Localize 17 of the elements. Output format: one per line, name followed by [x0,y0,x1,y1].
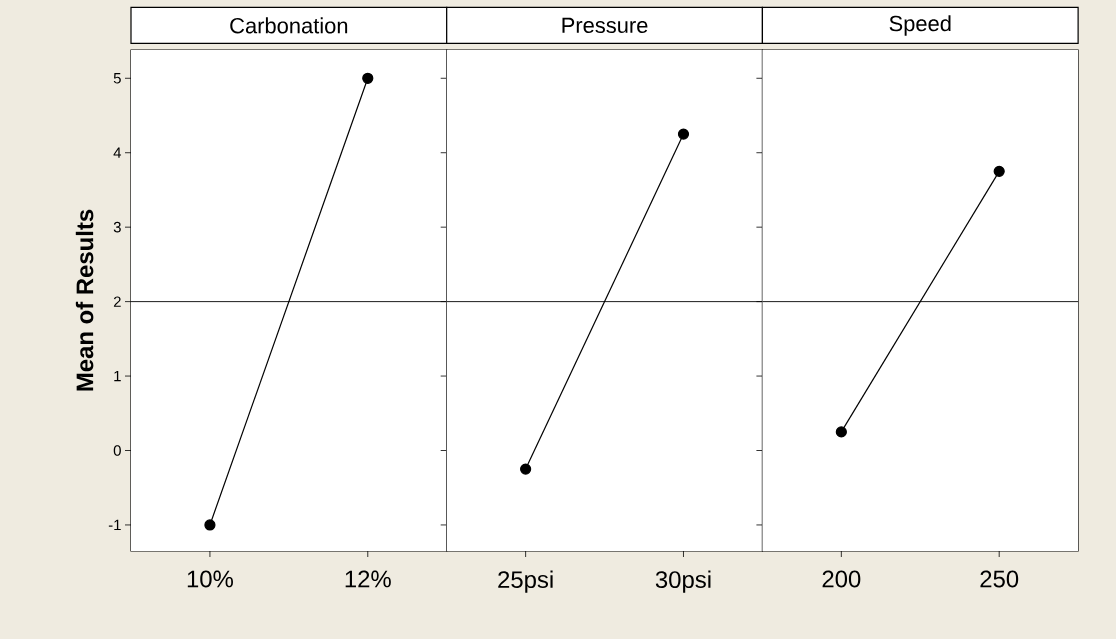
x-tick-label: 250 [980,570,1019,588]
chart-title: Carbonation [230,17,348,34]
x-tick-label: 30psi [655,570,711,593]
x-tick-label: 12% [345,570,391,588]
chart-title: Pressure [562,17,648,34]
y-tick-label: 3 [113,221,121,233]
y-tick-label: 1 [114,370,121,382]
x-tick-label: 10% [187,570,233,588]
y-tick-label: -1 [108,519,121,531]
x-tick-label: 25psi [498,570,553,593]
y-tick-label: 2 [113,296,121,307]
chart-title: Speed [889,15,951,36]
y-axis-title: Mean of Results [75,209,94,391]
y-tick-label: 0 [113,445,121,456]
x-tick-label: 200 [822,570,861,588]
y-tick-label: 4 [113,147,122,158]
y-tick-label: 5 [113,73,121,84]
